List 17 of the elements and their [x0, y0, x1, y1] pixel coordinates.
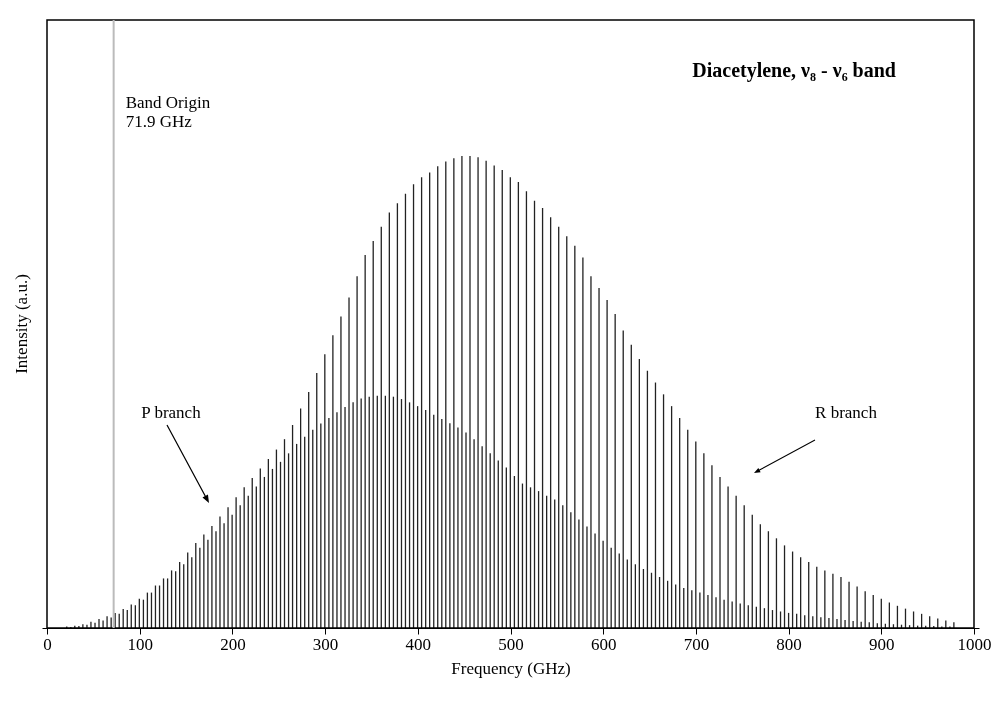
y-axis-title: Intensity (a.u.): [12, 274, 31, 374]
annotation: R branch: [815, 403, 878, 422]
x-tick-label: 800: [776, 634, 802, 654]
chart-title: Diacetylene, ν₈ - ν₆ band: [692, 59, 896, 82]
x-tick-label: 0: [43, 634, 52, 654]
x-tick-label: 600: [590, 634, 617, 654]
x-tick-label: 1000: [957, 634, 992, 654]
x-tick-label: 500: [498, 634, 524, 654]
annotation: P branch: [141, 403, 202, 422]
x-tick-label: 200: [220, 634, 246, 654]
x-axis-title: Frequency (GHz): [451, 658, 571, 678]
x-tick-label: 100: [127, 634, 153, 654]
x-tick-label: 900: [869, 634, 895, 654]
x-tick-label: 700: [683, 634, 710, 654]
x-tick-label: 400: [405, 634, 432, 654]
x-tick-label: 300: [312, 634, 339, 654]
ref-line-label: Band Origin 71.9 GHz: [125, 93, 211, 131]
